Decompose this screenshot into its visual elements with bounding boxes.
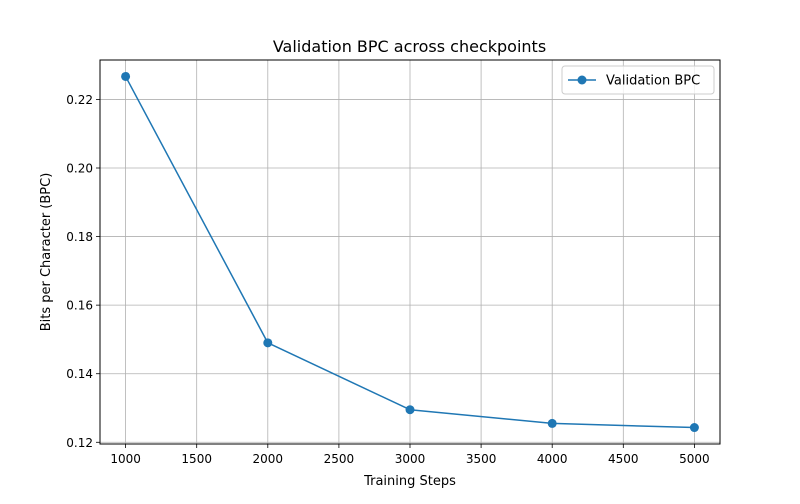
y-axis-label: Bits per Character (BPC): [39, 173, 54, 332]
x-tick-label: 4000: [537, 452, 568, 466]
y-tick-label: 0.20: [66, 162, 93, 176]
x-tick-label: 3000: [395, 452, 426, 466]
y-tick-label: 0.14: [66, 367, 93, 381]
x-tick-label: 3500: [466, 452, 497, 466]
chart-title: Validation BPC across checkpoints: [273, 37, 546, 56]
x-tick-label: 5000: [679, 452, 710, 466]
y-axis: 0.12 0.14 0.16 0.18 0.20 0.22: [66, 93, 100, 450]
x-axis-label: Training Steps: [363, 474, 456, 489]
data-point: [547, 418, 557, 428]
y-tick-label: 0.18: [66, 230, 93, 244]
data-point: [689, 423, 699, 433]
y-tick-label: 0.16: [66, 299, 93, 313]
y-tick-label: 0.12: [66, 436, 93, 450]
x-tick-label: 2000: [253, 452, 284, 466]
data-point: [121, 71, 131, 81]
x-tick-label: 1500: [181, 452, 212, 466]
x-axis: 1000 1500 2000 2500 3000 3500 4000 4500 5000: [110, 444, 710, 466]
legend: Validation BPC: [561, 65, 715, 95]
y-tick-label: 0.22: [66, 93, 93, 107]
x-tick-label: 2500: [324, 452, 355, 466]
grid: [100, 60, 720, 444]
data-point: [405, 405, 415, 415]
legend-label: Validation BPC: [606, 74, 700, 89]
x-tick-label: 1000: [110, 452, 141, 466]
series-layer: [121, 71, 699, 433]
legend-marker-swatch: [577, 75, 587, 85]
x-tick-label: 4500: [608, 452, 639, 466]
data-point: [263, 338, 273, 348]
legend-box: [561, 65, 715, 95]
